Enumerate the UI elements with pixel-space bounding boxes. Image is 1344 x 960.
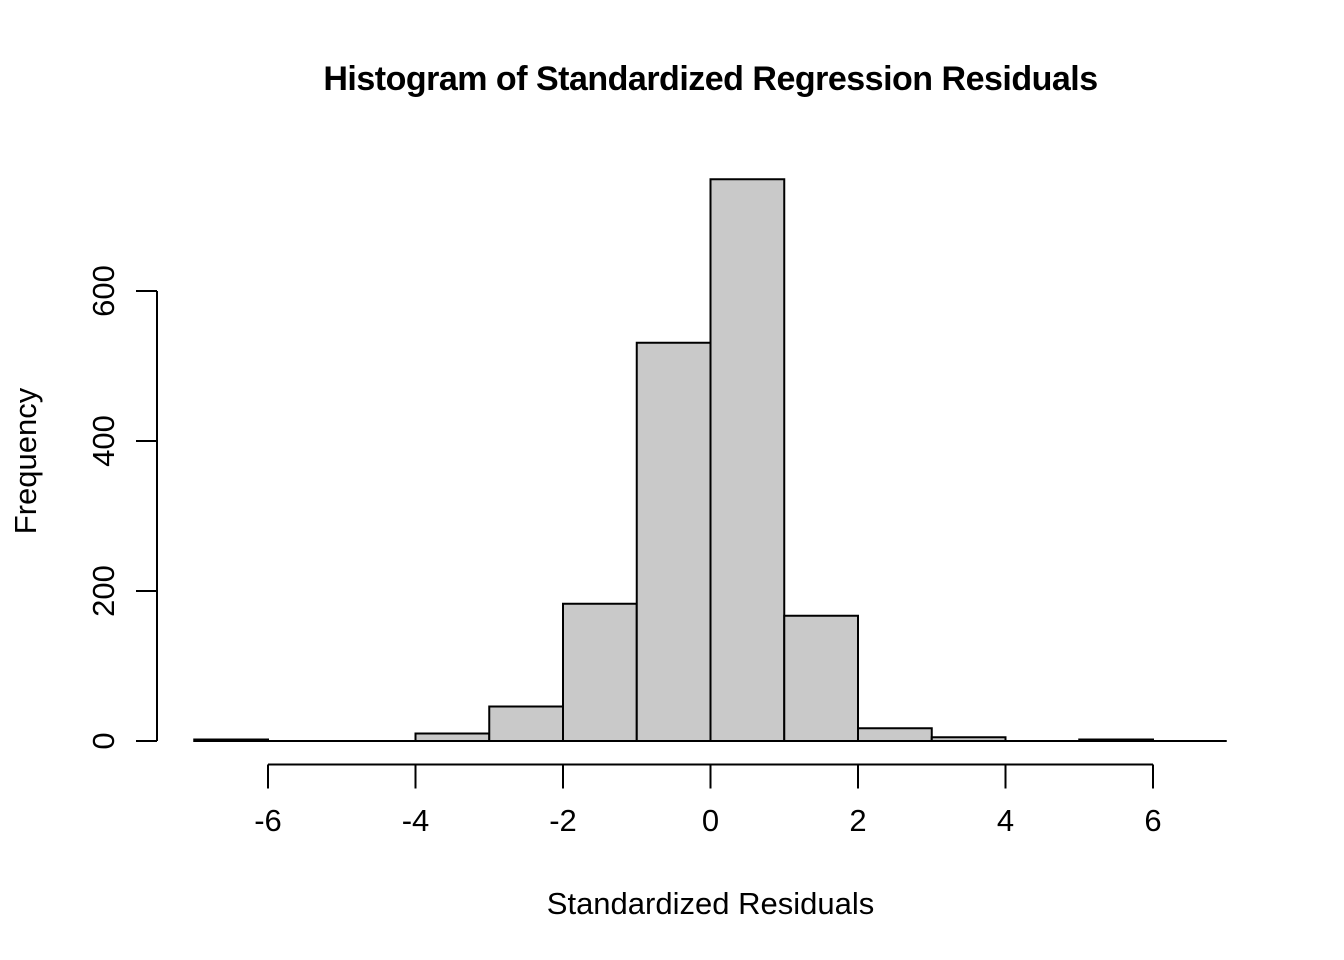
y-axis-tick-label: 200 <box>86 565 121 617</box>
y-axis-tick-label: 600 <box>86 265 121 317</box>
x-axis-tick-label: -4 <box>402 803 430 838</box>
histogram-bar <box>193 738 269 742</box>
y-axis-tick-label: 400 <box>86 415 121 467</box>
histogram-bar <box>562 602 638 742</box>
histogram-bar <box>783 614 859 742</box>
x-axis-label: Standardized Residuals <box>547 886 874 921</box>
x-axis-tick-label: 6 <box>1144 803 1161 838</box>
x-axis-tick-label: 4 <box>997 803 1014 838</box>
histogram-bar <box>488 705 564 742</box>
y-axis-tick-label: 0 <box>86 732 121 749</box>
y-axis-label: Frequency <box>8 387 43 534</box>
bars-group <box>193 178 1227 742</box>
x-axis-tick-label: 2 <box>849 803 866 838</box>
x-axis-tick-label: 0 <box>702 803 719 838</box>
x-axis: -6 -4 -2 0 2 4 6 <box>254 763 1162 838</box>
chart-title: Histogram of Standardized Regression Res… <box>323 60 1097 98</box>
histogram-bar <box>709 178 786 742</box>
histogram-bar <box>930 736 1007 742</box>
x-axis-tick-label: -2 <box>549 803 577 838</box>
histogram-bar <box>635 341 712 742</box>
x-axis-tick-label: -6 <box>254 803 282 838</box>
histogram-bar <box>414 732 491 742</box>
histogram-bar <box>857 727 933 742</box>
y-axis: 0 200 400 600 <box>86 265 158 750</box>
histogram-bar <box>1078 738 1154 742</box>
